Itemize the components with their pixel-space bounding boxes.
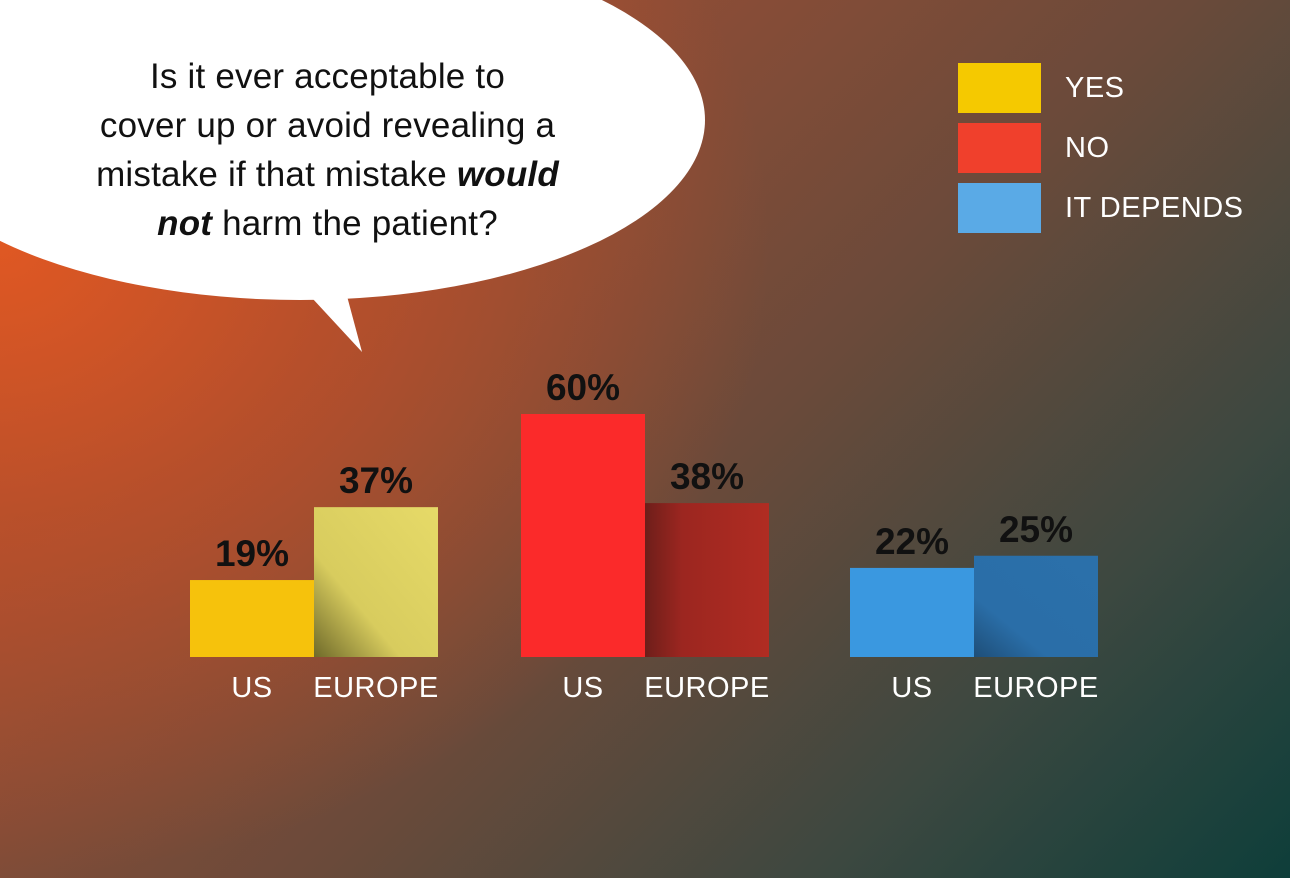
category-label-no-europe: EUROPE bbox=[644, 672, 769, 704]
speech-bubble bbox=[0, 0, 705, 352]
bar-no-us bbox=[521, 414, 645, 657]
question-emphasis-would: would bbox=[456, 155, 559, 194]
chart-legend: YES NO IT DEPENDS bbox=[958, 63, 1244, 243]
bar-yes-europe bbox=[314, 507, 438, 657]
question-line-1: Is it ever acceptable to bbox=[150, 57, 505, 96]
category-label-yes-us: US bbox=[231, 672, 272, 704]
value-label-it-depends-us: 22% bbox=[875, 521, 949, 562]
question-line-4-text: harm the patient? bbox=[212, 204, 498, 243]
legend-swatch-yes bbox=[958, 63, 1041, 113]
bar-yes-us bbox=[190, 580, 314, 657]
survey-question: Is it ever acceptable to cover up or avo… bbox=[40, 52, 615, 248]
value-label-no-europe: 38% bbox=[670, 456, 744, 497]
category-label-no-us: US bbox=[562, 672, 603, 704]
value-label-yes-us: 19% bbox=[215, 533, 289, 574]
legend-label-it-depends: IT DEPENDS bbox=[1065, 191, 1244, 224]
legend-swatch-it-depends bbox=[958, 183, 1041, 233]
bar-no-europe bbox=[645, 503, 769, 657]
question-emphasis-not: not bbox=[157, 204, 213, 243]
category-label-it-depends-europe: EUROPE bbox=[973, 672, 1098, 704]
category-label-yes-europe: EUROPE bbox=[313, 672, 438, 704]
category-label-it-depends-us: US bbox=[891, 672, 932, 704]
question-line-3-text: mistake if that mistake bbox=[96, 155, 457, 194]
value-label-no-us: 60% bbox=[546, 367, 620, 408]
bar-it-depends-us bbox=[850, 567, 974, 657]
legend-label-yes: YES bbox=[1065, 71, 1125, 104]
bars-layer: 19% US 37% EUROPE 60% US 38% EUROPE 22% US 25% EURO… bbox=[190, 367, 1098, 704]
value-label-it-depends-europe: 25% bbox=[999, 509, 1073, 550]
legend-item-it-depends: IT DEPENDS bbox=[958, 183, 1244, 233]
value-label-yes-europe: 37% bbox=[339, 460, 413, 501]
legend-item-yes: YES bbox=[958, 63, 1244, 113]
question-line-4: not harm the patient? bbox=[40, 199, 615, 248]
question-line-3: mistake if that mistake would bbox=[40, 150, 615, 199]
bar-it-depends-europe bbox=[974, 555, 1098, 657]
legend-label-no: NO bbox=[1065, 131, 1110, 164]
legend-item-no: NO bbox=[958, 123, 1244, 173]
legend-swatch-no bbox=[958, 123, 1041, 173]
question-line-2: cover up or avoid revealing a bbox=[99, 106, 556, 145]
